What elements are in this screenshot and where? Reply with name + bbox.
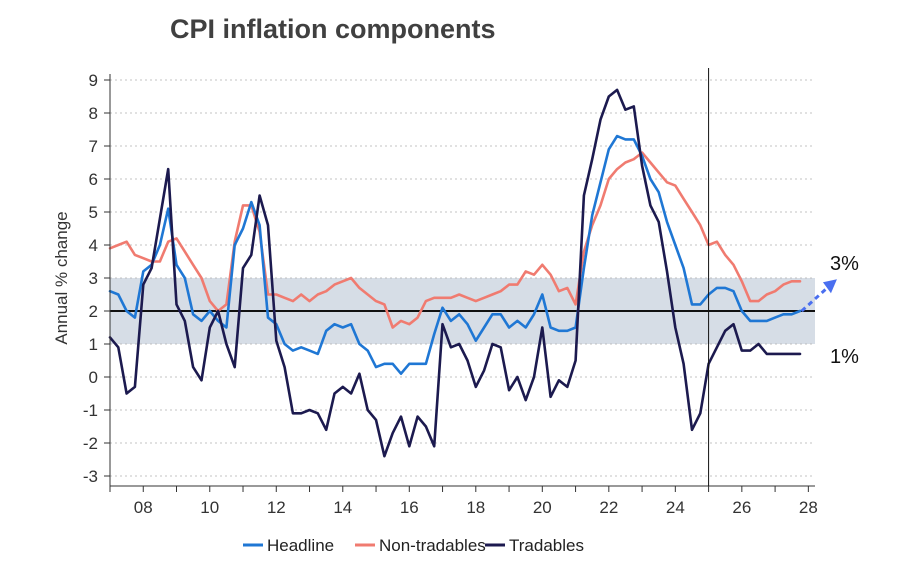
x-tick-label: 18: [466, 498, 485, 517]
x-tick-label: 22: [599, 498, 618, 517]
x-tick-label: 24: [666, 498, 685, 517]
y-tick-label: 2: [89, 302, 98, 321]
legend-label: Non-tradables: [379, 536, 486, 555]
chart-title: CPI inflation components: [170, 14, 496, 44]
y-tick-label: 1: [89, 335, 98, 354]
series-line-headline: [108, 134, 802, 375]
x-tick-label: 10: [200, 498, 219, 517]
legend-label: Headline: [267, 536, 334, 555]
series-line-tradables: [108, 88, 802, 458]
y-tick-label: 9: [89, 71, 98, 90]
annotation-1pct: 1%: [830, 346, 859, 368]
y-tick-label: -1: [83, 401, 98, 420]
x-tick-label: 26: [732, 498, 751, 517]
y-axis-title: Annual % change: [52, 211, 71, 344]
legend-label: Tradables: [509, 536, 584, 555]
annotation-3pct: 3%: [830, 253, 859, 275]
x-tick-label: 12: [267, 498, 286, 517]
arrow-head-icon: [822, 279, 837, 294]
y-tick-label: 4: [89, 236, 98, 255]
series-line-non-tradables: [108, 151, 802, 329]
x-tick-label: 08: [134, 498, 153, 517]
y-tick-label: 0: [89, 368, 98, 387]
y-tick-label: -2: [83, 434, 98, 453]
x-tick-label: 28: [799, 498, 818, 517]
x-tick-label: 16: [400, 498, 419, 517]
y-tick-label: 7: [89, 137, 98, 156]
y-tick-label: 3: [89, 269, 98, 288]
x-tick-label: 14: [333, 498, 352, 517]
y-tick-label: 5: [89, 203, 98, 222]
y-tick-label: 6: [89, 170, 98, 189]
y-tick-label: 8: [89, 104, 98, 123]
y-tick-label: -3: [83, 467, 98, 486]
x-tick-label: 20: [533, 498, 552, 517]
forecast-arrow: [800, 285, 830, 313]
